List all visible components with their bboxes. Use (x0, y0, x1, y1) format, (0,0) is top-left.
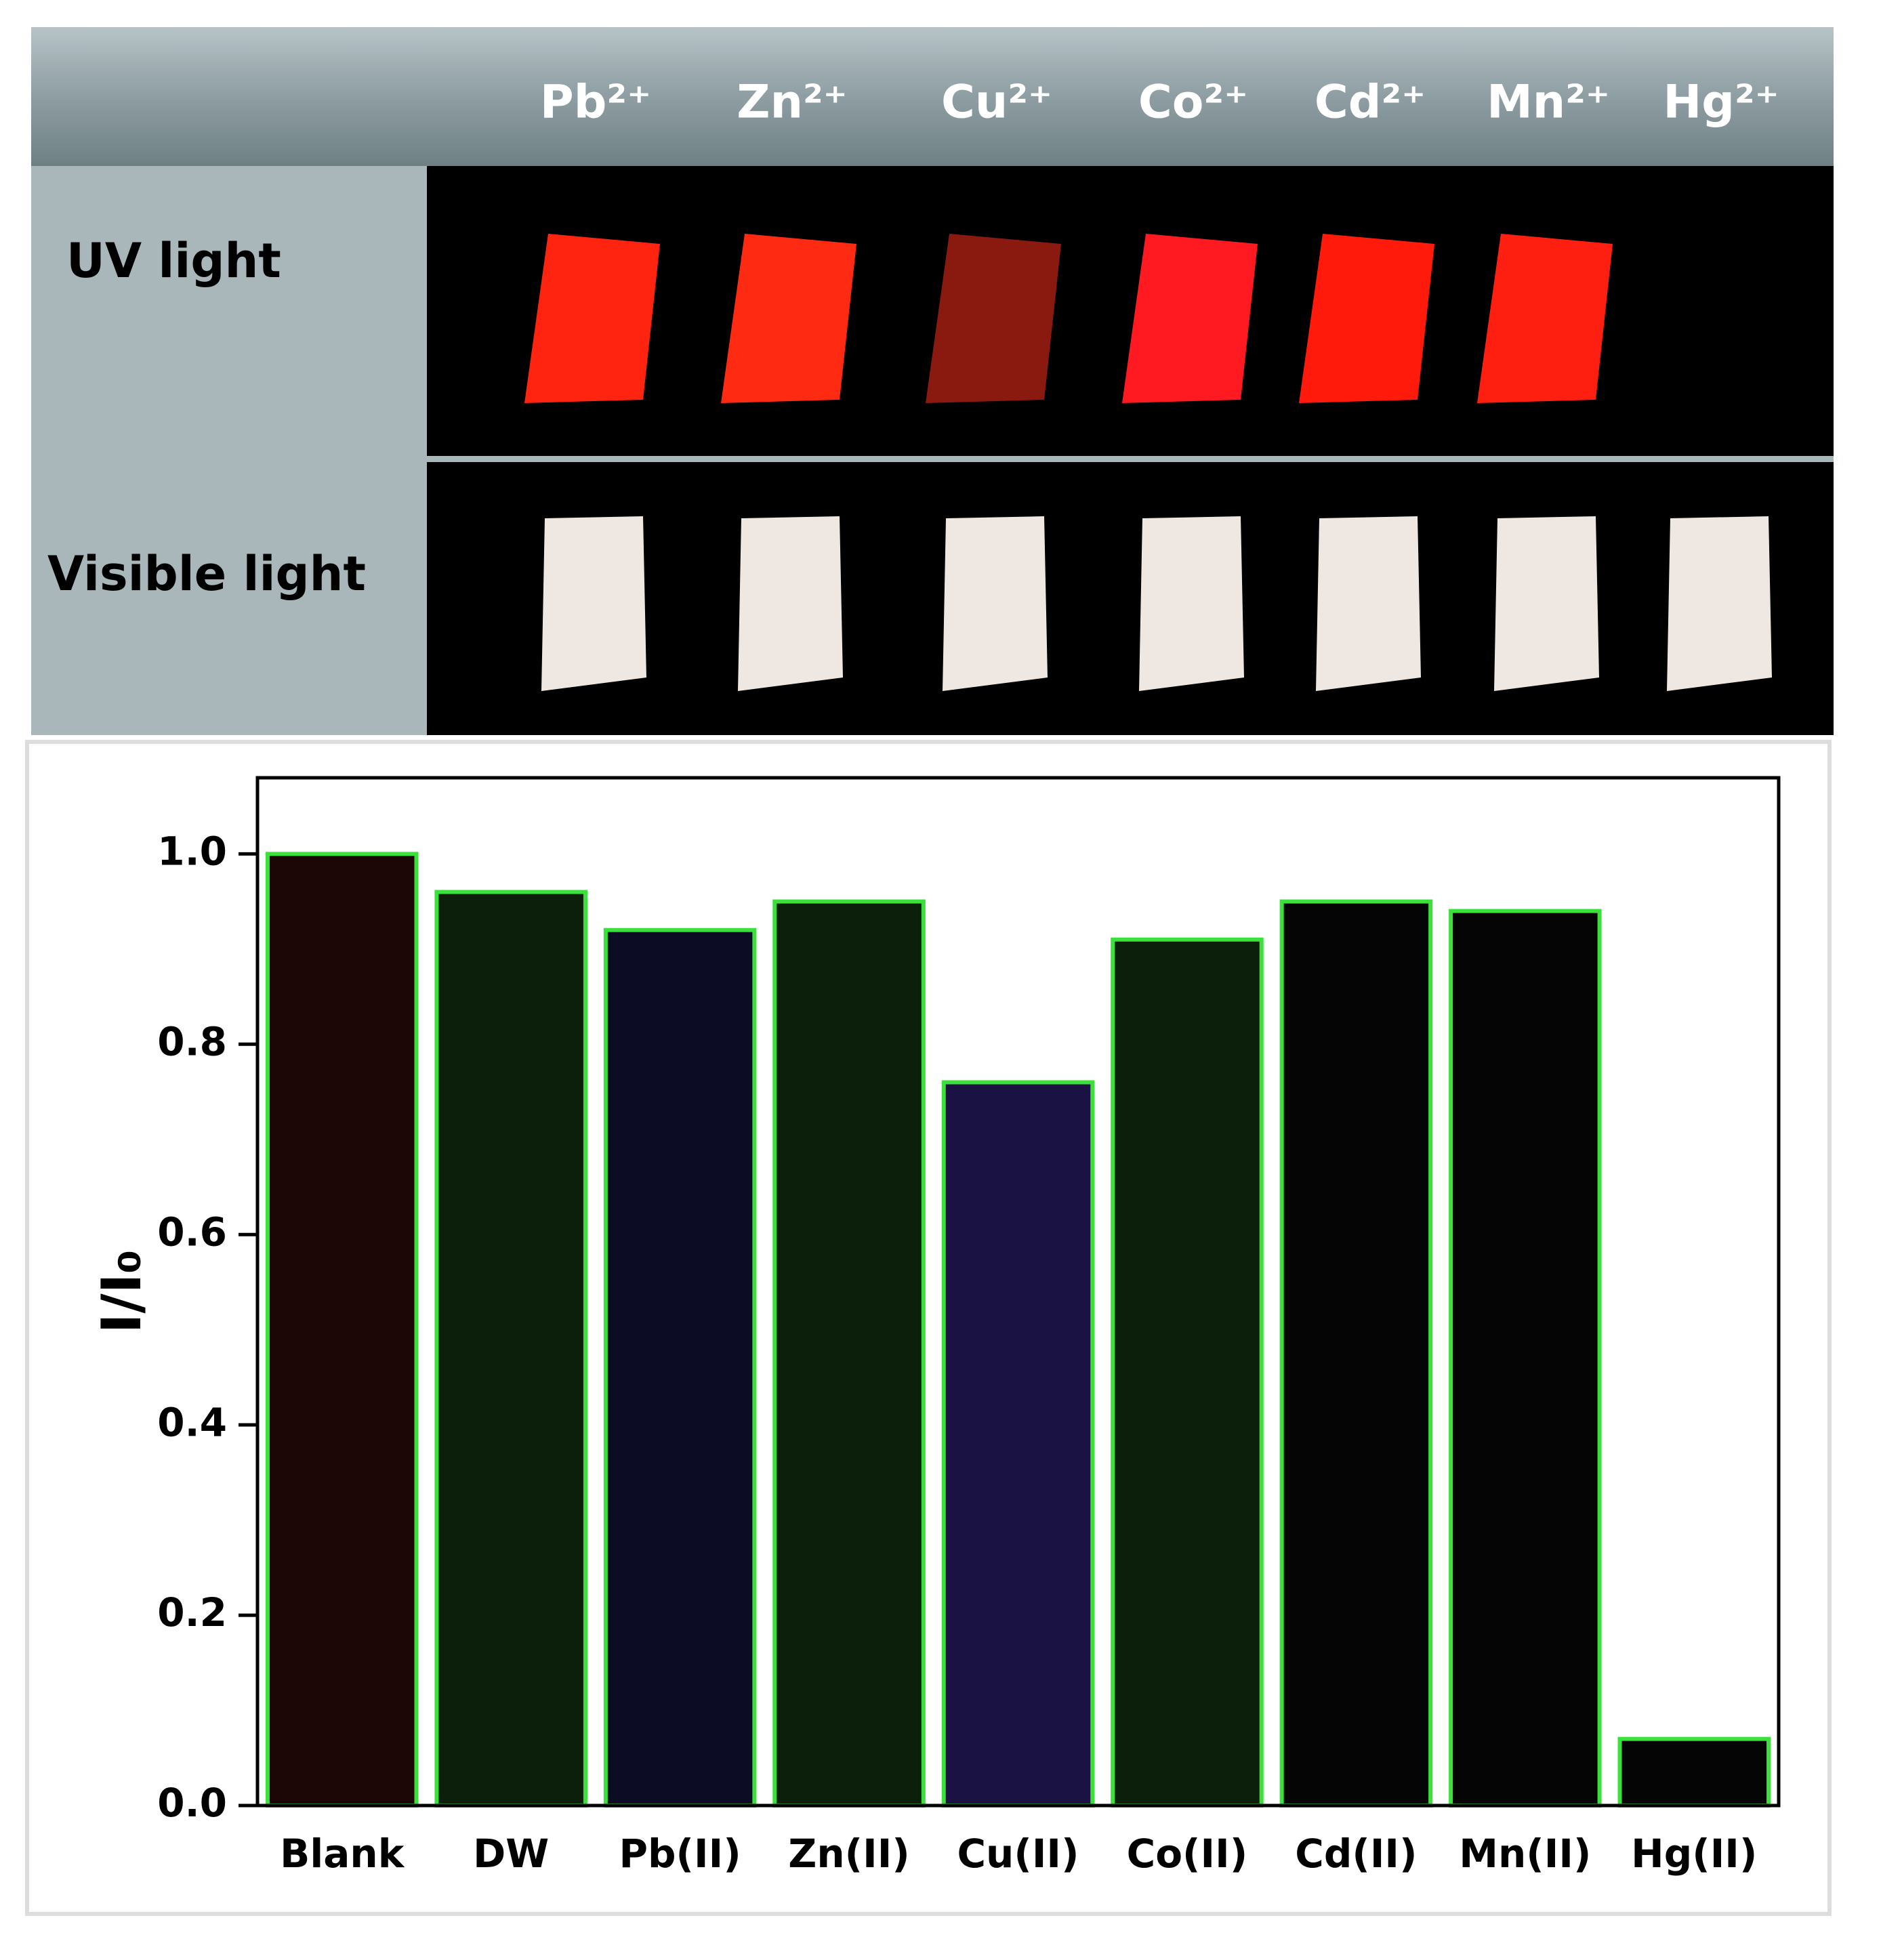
content: Pb²⁺ Zn²⁺ Cu²⁺ Co²⁺ Cd²⁺ Mn²⁺ Hg²⁺ UV light Visi… (47, 76, 1781, 1877)
x-tick-label: Mn(II) (1459, 1831, 1591, 1877)
y-tick-label: 0.6 (157, 1209, 227, 1255)
x-tick-label: Cu(II) (957, 1831, 1079, 1877)
plot-frame (255, 776, 1781, 1808)
uv-strip (721, 234, 856, 403)
visible-strip (1316, 516, 1421, 691)
visible-strip (541, 516, 646, 691)
uv-strip (1477, 234, 1613, 403)
ion-label: Mn²⁺ (1487, 76, 1610, 129)
ion-label: Pb²⁺ (540, 76, 651, 129)
ion-label: Cd²⁺ (1315, 76, 1426, 129)
ion-label: Co²⁺ (1138, 76, 1248, 129)
ion-label: Zn²⁺ (737, 76, 847, 129)
x-tick-label: Hg(II) (1631, 1831, 1757, 1877)
bar (1449, 909, 1602, 1808)
bar (265, 852, 419, 1808)
x-tick-label: Co(II) (1127, 1831, 1248, 1877)
row-label: UV light (66, 233, 281, 289)
row-label: Visible light (47, 546, 366, 602)
visible-strip (1667, 516, 1772, 691)
x-tick-label: DW (473, 1831, 549, 1877)
visible-strip (738, 516, 843, 691)
uv-strip (1299, 234, 1434, 403)
bar (1111, 937, 1264, 1808)
visible-strip (1139, 516, 1244, 691)
y-axis-label: I/I₀ (90, 1250, 153, 1334)
visible-photo (427, 462, 1834, 735)
bar (772, 899, 926, 1808)
bar (1279, 899, 1433, 1808)
y-tick-label: 0.0 (157, 1780, 227, 1826)
x-tick-label: Zn(II) (788, 1831, 910, 1877)
y-tick-label: 1.0 (157, 828, 227, 874)
ion-label: Cu²⁺ (941, 76, 1052, 129)
bar (941, 1080, 1095, 1808)
visible-strip (943, 516, 1048, 691)
ion-label: Hg²⁺ (1663, 76, 1779, 129)
visible-strip (1494, 516, 1599, 691)
bar (434, 890, 587, 1808)
x-tick-label: Pb(II) (619, 1831, 741, 1877)
y-tick-label: 0.8 (157, 1018, 227, 1064)
header-bar (31, 27, 1834, 166)
uv-strip (926, 234, 1061, 403)
bar (603, 927, 757, 1808)
y-tick-label: 0.2 (157, 1589, 227, 1635)
y-tick-label: 0.4 (157, 1399, 227, 1445)
uv-strip (524, 234, 660, 403)
bar (1617, 1736, 1771, 1808)
uv-strip (1122, 234, 1258, 403)
x-tick-label: Blank (280, 1831, 405, 1877)
x-tick-label: Cd(II) (1295, 1831, 1417, 1877)
